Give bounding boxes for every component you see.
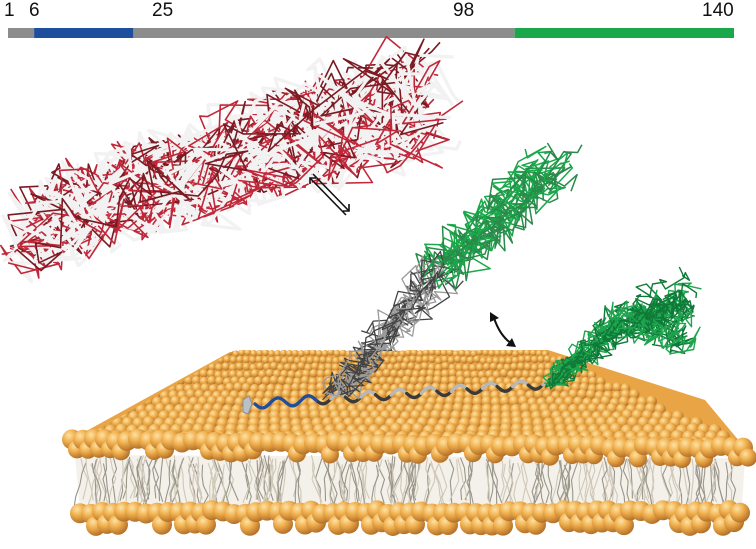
membrane-bound-helix — [242, 379, 547, 415]
c-terminal-ensemble — [542, 266, 702, 390]
membrane-bottom-leaflet — [70, 500, 750, 536]
sequence-segment-2 — [34, 28, 134, 38]
double-headed-arrow-icon — [490, 312, 516, 347]
sequence-bar — [8, 28, 734, 38]
tick-label-98: 98 — [453, 0, 475, 21]
disordered-protein-ensemble — [0, 36, 464, 284]
tick-label-1: 1 — [4, 0, 15, 21]
equilibrium-arrow-icon — [309, 173, 350, 216]
tick-label-25: 25 — [152, 0, 174, 21]
tick-label-140: 140 — [702, 0, 734, 21]
sequence-segment-1 — [8, 28, 35, 38]
partially-bound-tail-ensemble — [321, 142, 583, 400]
lipid-tails — [73, 454, 745, 515]
tick-label-6: 6 — [29, 0, 40, 21]
sequence-segment-3 — [133, 28, 515, 38]
sequence-segment-4 — [514, 28, 734, 38]
membrane-top-edge — [62, 428, 756, 469]
